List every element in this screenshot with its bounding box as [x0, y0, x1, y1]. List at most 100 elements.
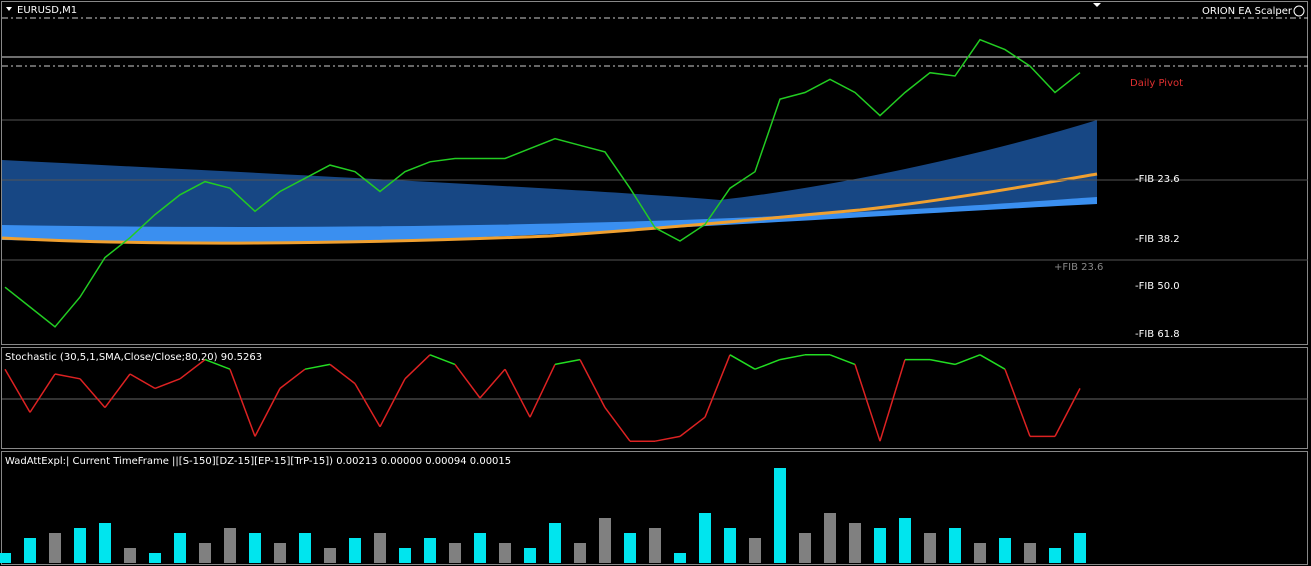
stoch-segment [4, 368, 31, 413]
stoch-segment [204, 358, 231, 370]
stoch-segment [1004, 368, 1031, 437]
volume-bar [299, 533, 311, 563]
volume-bar [0, 553, 11, 563]
stoch-segment [504, 368, 531, 418]
stoch-segment [479, 368, 506, 399]
volume-bar [274, 543, 286, 563]
stoch-segment [29, 373, 56, 413]
shift-marker [1093, 3, 1101, 7]
stoch-segment [579, 359, 606, 408]
expert-label: ORION EA Scalper [1202, 6, 1293, 17]
main-panel-frame [1, 1, 1308, 345]
volume-bar [124, 548, 136, 563]
volume-bar [674, 553, 686, 563]
pivot-label: Daily Pivot [1130, 78, 1183, 89]
stoch-segment [304, 363, 331, 370]
stoch-segment [104, 373, 131, 409]
volume-bar [824, 513, 836, 563]
stoch-segment [604, 407, 631, 442]
fib-label: +FIB 23.6 [1054, 262, 1103, 273]
stoch-segment [529, 364, 556, 418]
volume-bar [1024, 543, 1036, 563]
stoch-segment [429, 354, 456, 366]
volume-bar [724, 528, 736, 563]
stoch-segment [154, 378, 181, 390]
stoch-segment [404, 354, 431, 380]
fib-label: -FIB 61.8 [1135, 329, 1180, 340]
volume-bar [449, 543, 461, 563]
stoch-segment [979, 354, 1006, 370]
menu-arrow[interactable] [6, 7, 12, 11]
stoch-segment [704, 354, 731, 418]
ma-band [2, 197, 1097, 244]
stoch-segment [329, 363, 356, 385]
stoch-segment [679, 416, 706, 437]
stoch-segment [129, 373, 156, 390]
stoch-segment [779, 354, 806, 361]
stoch-segment [54, 373, 81, 380]
stoch-label: Stochastic (30,5,1,SMA,Close/Close;80,20… [5, 352, 262, 363]
volume-bar [99, 523, 111, 563]
stoch-segment [554, 358, 581, 366]
price-line [4, 38, 1081, 328]
stoch-segment [654, 435, 681, 442]
stoch-segment [454, 363, 481, 399]
volume-bar [849, 523, 861, 563]
symbol-label: EURUSD,M1 [17, 5, 77, 16]
volume-bar [224, 528, 236, 563]
expert-smiley[interactable] [1293, 5, 1305, 17]
volume-bar [399, 548, 411, 563]
volume-bar [1049, 548, 1061, 563]
volume-bar [649, 528, 661, 563]
stoch-segment [854, 364, 881, 442]
stoch-panel-frame [1, 347, 1308, 449]
stoch-segment [879, 359, 906, 442]
volume-bar [49, 533, 61, 563]
volume-bar [249, 533, 261, 563]
volume-bar [524, 548, 536, 563]
volume-bar [599, 518, 611, 563]
orange-ma [1, 172, 1098, 245]
volume-bar [474, 533, 486, 563]
fib-label: -FIB 38.2 [1135, 234, 1180, 245]
volume-bar [349, 538, 361, 563]
volume-bar [874, 528, 886, 563]
volume-bar [549, 523, 561, 563]
stoch-segment [79, 378, 106, 409]
volume-bar [374, 533, 386, 563]
volume-bar [774, 468, 786, 563]
volume-bar [149, 553, 161, 563]
stoch-segment [1054, 388, 1081, 437]
volume-bar [499, 543, 511, 563]
stoch-segment [354, 383, 381, 428]
stoch-segment [929, 358, 956, 366]
volume-bar [574, 543, 586, 563]
volume-bar [199, 543, 211, 563]
volume-bar [799, 533, 811, 563]
stoch-segment [379, 378, 406, 428]
volume-bar [949, 528, 961, 563]
volume-bar [999, 538, 1011, 563]
stoch-segment [254, 388, 281, 437]
stoch-segment [754, 358, 781, 370]
volume-bar [749, 538, 761, 563]
volume-bar [899, 518, 911, 563]
fib-label: -FIB 23.6 [1135, 174, 1180, 185]
fib-label: -FIB 50.0 [1135, 281, 1180, 292]
volume-bar [324, 548, 336, 563]
volume-bar [24, 538, 36, 563]
volume-bar [924, 533, 936, 563]
stoch-segment [729, 354, 756, 370]
volume-bar [424, 538, 436, 563]
volume-bar [1074, 533, 1086, 563]
volume-bar [74, 528, 86, 563]
volume-label: WadAttExpl:| Current TimeFrame ||[S-150]… [5, 456, 511, 467]
volume-panel-frame [1, 451, 1308, 565]
stoch-segment [829, 354, 856, 366]
stoch-segment [179, 359, 206, 380]
volume-bar [624, 533, 636, 563]
volume-bar [174, 533, 186, 563]
